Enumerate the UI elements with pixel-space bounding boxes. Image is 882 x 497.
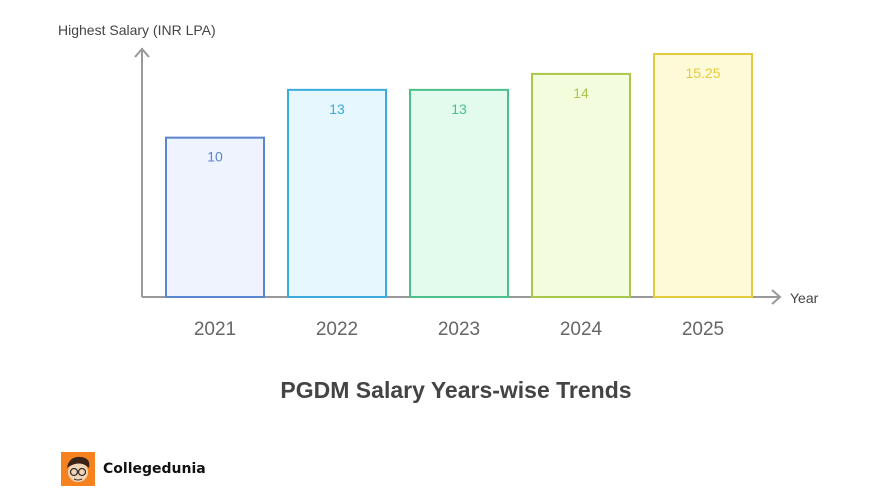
bar-2025 bbox=[653, 53, 753, 298]
bar-2021 bbox=[165, 136, 265, 298]
y-axis-arrow-icon bbox=[134, 47, 150, 58]
brand-logo: Collegedunia bbox=[61, 452, 206, 486]
x-tick-label-2022: 2022 bbox=[316, 319, 358, 340]
x-axis-arrow-icon bbox=[771, 289, 782, 305]
data-label-2021: 10 bbox=[207, 149, 223, 165]
brand-name: Collegedunia bbox=[103, 461, 206, 477]
bar-2023 bbox=[409, 88, 509, 298]
bar-2022 bbox=[287, 88, 387, 298]
x-tick-label-2025: 2025 bbox=[682, 319, 724, 340]
x-tick-label-2023: 2023 bbox=[438, 319, 480, 340]
chart-title: PGDM Salary Years-wise Trends bbox=[280, 377, 631, 403]
y-axis-label: Highest Salary (INR LPA) bbox=[58, 22, 216, 38]
x-axis-label: Year bbox=[790, 290, 819, 306]
x-tick-label-2021: 2021 bbox=[194, 319, 236, 340]
data-label-2023: 13 bbox=[451, 101, 467, 117]
data-label-2024: 14 bbox=[573, 85, 589, 101]
collegedunia-logo-icon bbox=[61, 452, 95, 486]
data-label-2022: 13 bbox=[329, 101, 345, 117]
bar-2024 bbox=[531, 72, 631, 298]
data-label-2025: 15.25 bbox=[685, 65, 720, 81]
x-tick-label-2024: 2024 bbox=[560, 319, 603, 340]
